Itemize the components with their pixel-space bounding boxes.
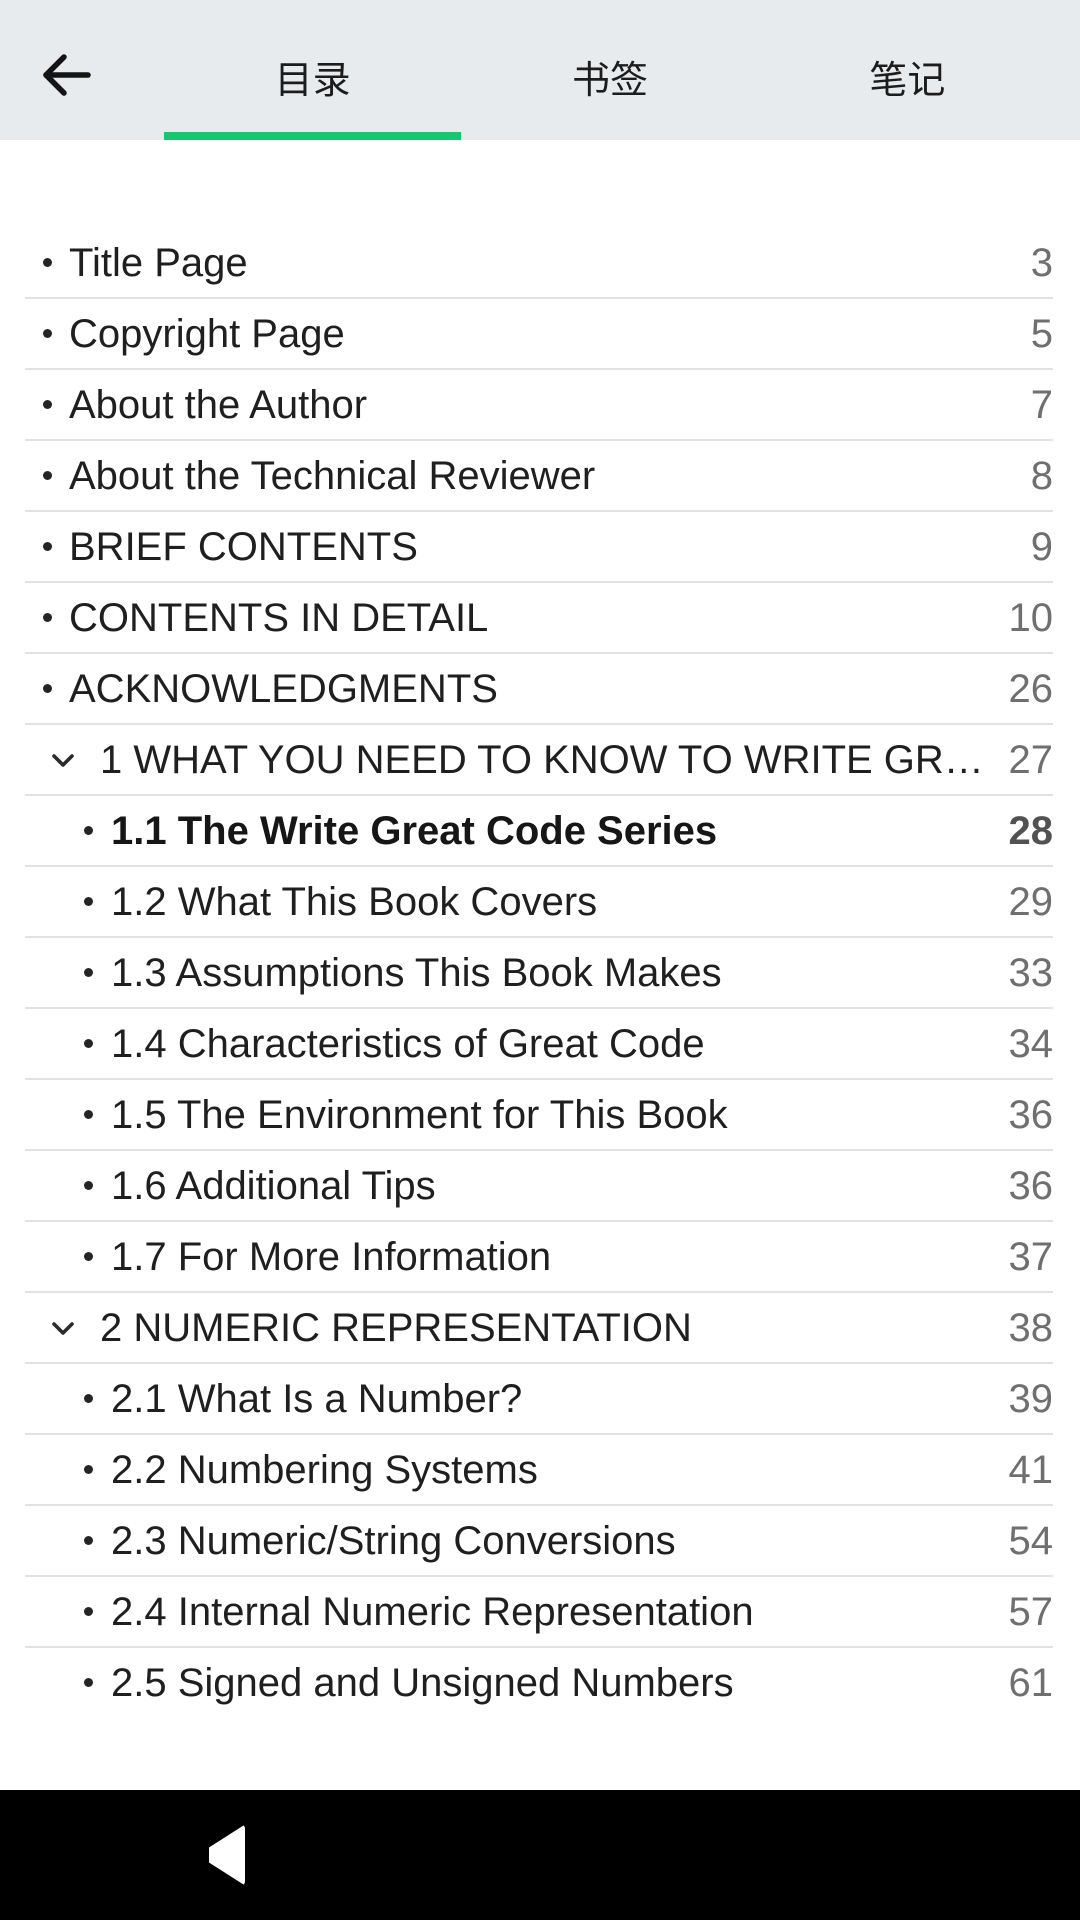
toc-item-page: 57 xyxy=(1008,1589,1054,1634)
toc-item-title: 2.1 What Is a Number? xyxy=(111,1376,523,1421)
toc-item-title: 1.7 For More Information xyxy=(111,1234,552,1279)
bullet-icon xyxy=(43,258,52,267)
tab-label: 目录 xyxy=(274,59,351,102)
toc-item-page: 54 xyxy=(1008,1518,1054,1563)
toc-row[interactable]: 2.3 Numeric/String Conversions 54 xyxy=(25,1504,1053,1575)
toc-item-page: 27 xyxy=(1008,737,1054,782)
toc-row[interactable]: 1.6 Additional Tips 36 xyxy=(25,1149,1053,1220)
toc-row[interactable]: 1.7 For More Information 37 xyxy=(25,1220,1053,1291)
toc-item-page: 29 xyxy=(1008,879,1054,924)
toc-item-page: 61 xyxy=(1008,1660,1054,1705)
bullet-icon xyxy=(84,897,93,906)
toc-item-page: 37 xyxy=(1008,1234,1054,1279)
toc-item-page: 36 xyxy=(1008,1092,1054,1137)
arrow-left-icon xyxy=(36,44,98,109)
toc-item-title: 2.2 Numbering Systems xyxy=(111,1447,538,1492)
toc-item-page: 10 xyxy=(1008,595,1054,640)
back-button[interactable] xyxy=(0,0,134,140)
bullet-icon xyxy=(84,1607,93,1616)
bullet-icon xyxy=(84,1536,93,1545)
toc-row[interactable]: 2 NUMERIC REPRESENTATION 38 xyxy=(25,1291,1053,1362)
toc-row[interactable]: 1.4 Characteristics of Great Code 34 xyxy=(25,1007,1053,1078)
toc-row[interactable]: Copyright Page 5 xyxy=(25,297,1053,368)
toc-row[interactable]: ACKNOWLEDGMENTS 26 xyxy=(25,652,1053,723)
toc-item-page: 28 xyxy=(1008,808,1054,853)
toc-item-title: 2 NUMERIC REPRESENTATION xyxy=(100,1305,692,1350)
toc-item-page: 36 xyxy=(1008,1163,1054,1208)
toc-item-title: 1 WHAT YOU NEED TO KNOW TO WRITE GR… xyxy=(100,737,984,782)
toc-row[interactable]: About the Author 7 xyxy=(25,368,1053,439)
toc-row[interactable]: 1.2 What This Book Covers 29 xyxy=(25,865,1053,936)
toc-item-page: 41 xyxy=(1008,1447,1054,1492)
toc-row[interactable]: 2.5 Signed and Unsigned Numbers 61 xyxy=(25,1646,1053,1717)
bullet-icon xyxy=(84,1678,93,1687)
tab-bar: 目录 书签 笔记 xyxy=(134,0,1080,140)
toc-row[interactable]: 1.1 The Write Great Code Series 28 xyxy=(25,794,1053,865)
toc-row[interactable]: About the Technical Reviewer 8 xyxy=(25,439,1053,510)
toc-item-page: 34 xyxy=(1008,1021,1054,1066)
toc-item-title: About the Technical Reviewer xyxy=(69,453,596,498)
toc-item-page: 39 xyxy=(1008,1376,1054,1421)
bullet-icon xyxy=(43,613,52,622)
nav-back-button[interactable] xyxy=(208,1824,245,1886)
toc-row[interactable]: BRIEF CONTENTS 9 xyxy=(25,510,1053,581)
bullet-icon xyxy=(43,684,52,693)
toc-item-title: 1.3 Assumptions This Book Makes xyxy=(111,950,722,995)
bullet-icon xyxy=(84,1181,93,1190)
toc-item-title: 1.4 Characteristics of Great Code xyxy=(111,1021,705,1066)
tab-1[interactable]: 书签 xyxy=(461,0,758,140)
bullet-icon xyxy=(84,1039,93,1048)
toc-item-title: Copyright Page xyxy=(69,311,345,356)
toc-item-title: ACKNOWLEDGMENTS xyxy=(69,666,498,711)
tab-2[interactable]: 笔记 xyxy=(759,0,1056,140)
tab-label: 书签 xyxy=(571,59,648,102)
bullet-icon xyxy=(84,1465,93,1474)
toc-item-title: 2.3 Numeric/String Conversions xyxy=(111,1518,676,1563)
toc-item-page: 26 xyxy=(1008,666,1054,711)
toc-item-title: 1.2 What This Book Covers xyxy=(111,879,598,924)
toc-item-page: 8 xyxy=(1030,453,1053,498)
toc-item-title: 2.4 Internal Numeric Representation xyxy=(111,1589,754,1634)
bullet-icon xyxy=(43,400,52,409)
toc-item-page: 3 xyxy=(1030,240,1053,285)
toc-item-page: 38 xyxy=(1008,1305,1054,1350)
toc-item-page: 9 xyxy=(1030,524,1053,569)
toc-item-title: About the Author xyxy=(69,382,368,427)
toc-row[interactable]: 2.1 What Is a Number? 39 xyxy=(25,1362,1053,1433)
toc-item-title: BRIEF CONTENTS xyxy=(69,524,418,569)
bullet-icon xyxy=(84,1252,93,1261)
toc-row[interactable]: 1.5 The Environment for This Book 36 xyxy=(25,1078,1053,1149)
toc-item-page: 5 xyxy=(1030,311,1053,356)
toc-item-title: 1.6 Additional Tips xyxy=(111,1163,436,1208)
bullet-icon xyxy=(84,968,93,977)
toc-row[interactable]: 1 WHAT YOU NEED TO KNOW TO WRITE GR… 27 xyxy=(25,723,1053,794)
active-tab-indicator xyxy=(164,132,462,140)
toc-item-title: 1.1 The Write Great Code Series xyxy=(111,808,718,853)
back-triangle-icon xyxy=(208,1824,245,1886)
bullet-icon xyxy=(43,471,52,480)
chevron-down-icon[interactable] xyxy=(48,745,78,775)
bullet-icon xyxy=(43,542,52,551)
bullet-icon xyxy=(84,1110,93,1119)
toc-row[interactable]: CONTENTS IN DETAIL 10 xyxy=(25,581,1053,652)
android-navigation-bar xyxy=(0,1790,1080,1920)
toc-row[interactable]: Title Page 3 xyxy=(25,228,1053,297)
tab-0[interactable]: 目录 xyxy=(164,0,462,140)
toc-item-title: 1.5 The Environment for This Book xyxy=(111,1092,728,1137)
toc-item-page: 33 xyxy=(1008,950,1054,995)
toc-row[interactable]: 2.2 Numbering Systems 41 xyxy=(25,1433,1053,1504)
bullet-icon xyxy=(43,329,52,338)
app-header: 目录 书签 笔记 xyxy=(0,0,1080,140)
table-of-contents-list: Title Page 3 Copyright Page 5 About the … xyxy=(0,140,1080,1717)
toc-row[interactable]: 1.3 Assumptions This Book Makes 33 xyxy=(25,936,1053,1007)
toc-row[interactable]: 2.4 Internal Numeric Representation 57 xyxy=(25,1575,1053,1646)
toc-item-page: 7 xyxy=(1030,382,1053,427)
tab-label: 笔记 xyxy=(869,59,946,102)
toc-item-title: 2.5 Signed and Unsigned Numbers xyxy=(111,1660,734,1705)
bullet-icon xyxy=(84,826,93,835)
toc-item-title: CONTENTS IN DETAIL xyxy=(69,595,489,640)
toc-item-title: Title Page xyxy=(69,240,248,285)
bullet-icon xyxy=(84,1394,93,1403)
chevron-down-icon[interactable] xyxy=(48,1313,78,1343)
